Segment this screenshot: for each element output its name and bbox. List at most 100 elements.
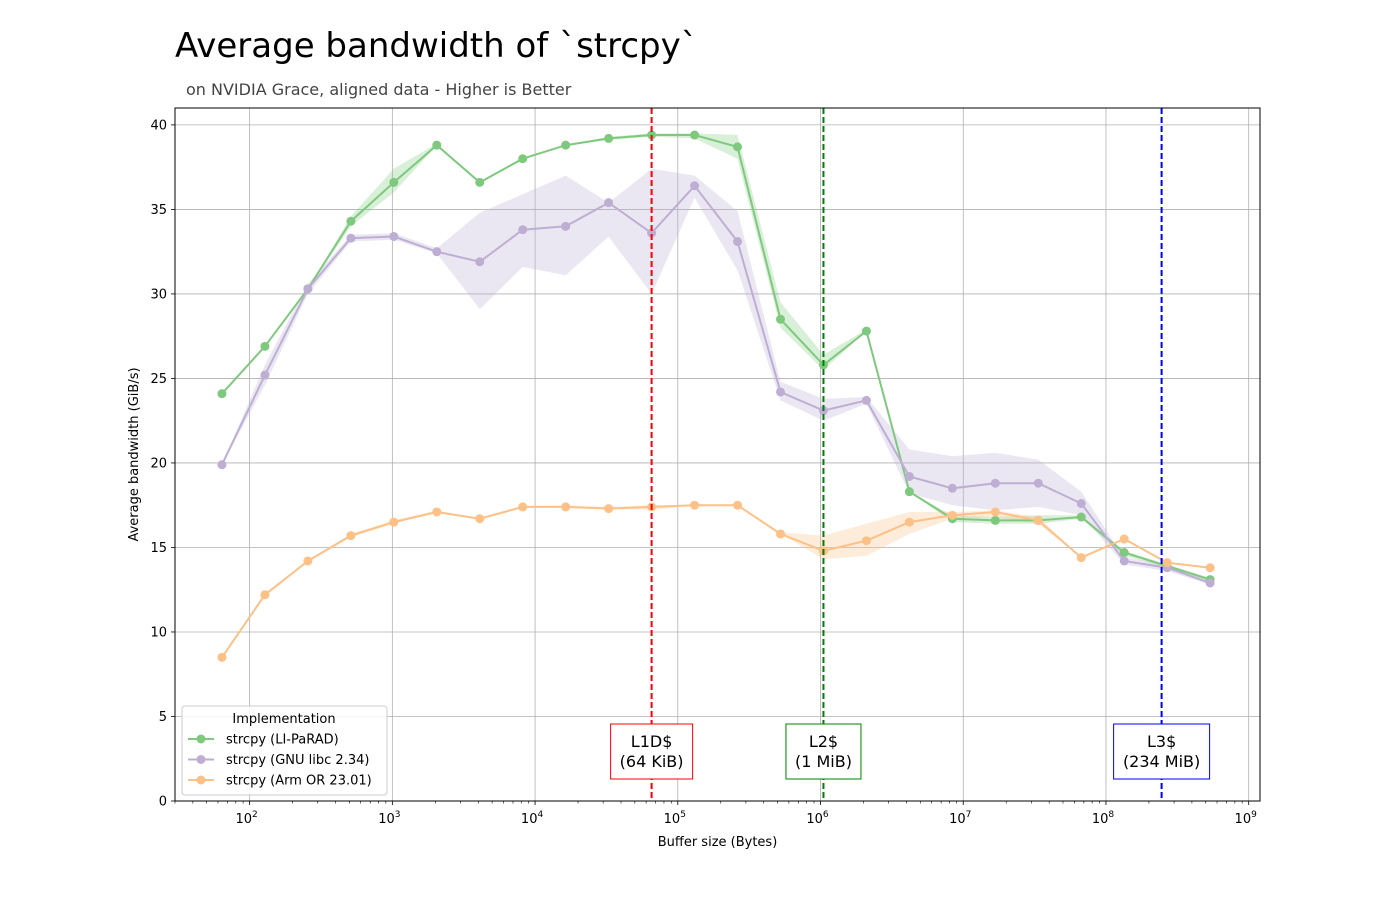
- data-point: [217, 652, 227, 662]
- data-point: [432, 507, 442, 517]
- data-point: [733, 142, 743, 152]
- y-tick-label: 20: [150, 456, 167, 471]
- data-point: [260, 370, 270, 380]
- legend-marker: [196, 775, 206, 785]
- data-point: [475, 177, 485, 187]
- data-point: [561, 502, 571, 512]
- data-point: [1119, 548, 1129, 558]
- data-point: [217, 460, 227, 470]
- data-point: [303, 284, 313, 294]
- data-point: [690, 130, 700, 140]
- cache-label-size: (64 KiB): [620, 752, 684, 771]
- y-tick-label: 25: [150, 372, 167, 387]
- legend-label: strcpy (Arm OR 23.01): [226, 774, 372, 789]
- y-tick-label: 35: [150, 203, 167, 218]
- data-point: [561, 221, 571, 231]
- y-axis-label: Average bandwidth (GiB/s): [127, 367, 142, 541]
- data-point: [346, 531, 356, 541]
- series-line: [221, 184, 1211, 584]
- data-point: [260, 590, 270, 600]
- data-point: [861, 326, 871, 336]
- cache-label-size: (234 MiB): [1123, 752, 1200, 771]
- series-line: [221, 504, 1211, 658]
- data-point: [1076, 512, 1086, 522]
- data-point: [217, 389, 227, 399]
- x-tick-label: 105: [664, 810, 686, 827]
- data-point: [1205, 578, 1215, 588]
- cache-label-size: (1 MiB): [795, 752, 852, 771]
- cache-label-name: L2$: [809, 732, 838, 751]
- data-point: [432, 247, 442, 257]
- data-point: [776, 387, 786, 397]
- data-point: [990, 478, 1000, 488]
- x-tick-label: 108: [1092, 810, 1115, 827]
- data-point: [1076, 499, 1086, 509]
- data-point: [518, 502, 528, 512]
- legend-marker: [196, 755, 206, 764]
- data-point: [1119, 534, 1129, 544]
- confidence-bands: [222, 133, 1211, 658]
- data-point: [475, 257, 485, 267]
- y-tick-label: 30: [150, 287, 167, 302]
- series-band: [222, 168, 1211, 585]
- data-point: [518, 225, 528, 235]
- series-band: [222, 505, 1211, 658]
- series: [217, 181, 1215, 588]
- data-point: [260, 341, 270, 351]
- legend-box: [181, 705, 388, 796]
- data-point: [475, 514, 485, 524]
- series: [217, 500, 1215, 662]
- y-tick-label: 15: [150, 541, 167, 556]
- legend-marker: [196, 734, 206, 744]
- data-point: [1033, 515, 1043, 525]
- data-point: [733, 500, 743, 510]
- cache-label-box: [610, 723, 694, 780]
- x-axis-label: Buffer size (Bytes): [658, 835, 778, 850]
- y-tick-label: 10: [150, 625, 167, 640]
- data-point: [990, 507, 1000, 517]
- data-point: [1205, 563, 1215, 573]
- legend-title: Implementation: [232, 712, 335, 727]
- series-layer: [217, 130, 1215, 662]
- data-point: [1076, 553, 1086, 563]
- data-point: [346, 233, 356, 243]
- chart-title: Average bandwidth of `strcpy`: [175, 26, 698, 66]
- data-point: [561, 140, 571, 150]
- x-tick-label: 103: [378, 810, 400, 827]
- data-point: [647, 228, 657, 238]
- data-point: [776, 529, 786, 539]
- data-point: [947, 483, 957, 493]
- data-point: [346, 216, 356, 226]
- data-point: [947, 510, 957, 520]
- x-tick-label: 106: [806, 810, 829, 827]
- data-point: [389, 231, 399, 241]
- cache-annotations: L1D$(64 KiB) L2$(1 MiB) L3$(234 MiB): [610, 108, 1211, 801]
- data-point: [1033, 478, 1043, 488]
- legend-label: strcpy (GNU libc 2.34): [226, 753, 369, 768]
- x-tick-label: 102: [235, 810, 257, 827]
- data-point: [604, 504, 614, 514]
- data-point: [776, 314, 786, 324]
- x-tick-label: 104: [521, 810, 544, 827]
- data-point: [303, 556, 313, 566]
- data-point: [904, 517, 914, 527]
- plot-frame: [174, 107, 1261, 802]
- legend-label: strcpy (LI-PaRAD): [226, 733, 339, 748]
- data-point: [904, 487, 914, 497]
- data-point: [1119, 556, 1129, 566]
- series-line: [221, 134, 1211, 581]
- data-point: [904, 471, 914, 481]
- data-point: [518, 154, 528, 164]
- x-tick-label: 109: [1235, 810, 1258, 827]
- y-tick-label: 0: [159, 795, 167, 810]
- cache-label-name: L3$: [1147, 732, 1176, 751]
- cache-label-name: L1D$: [631, 732, 673, 751]
- legend: Implementation strcpy (LI-PaRAD) strcpy (G…: [181, 705, 388, 796]
- data-point: [604, 198, 614, 208]
- data-point: [690, 500, 700, 510]
- data-point: [389, 177, 399, 187]
- y-tick-label: 5: [159, 710, 167, 725]
- x-tick-label: 107: [949, 810, 971, 827]
- data-point: [861, 536, 871, 546]
